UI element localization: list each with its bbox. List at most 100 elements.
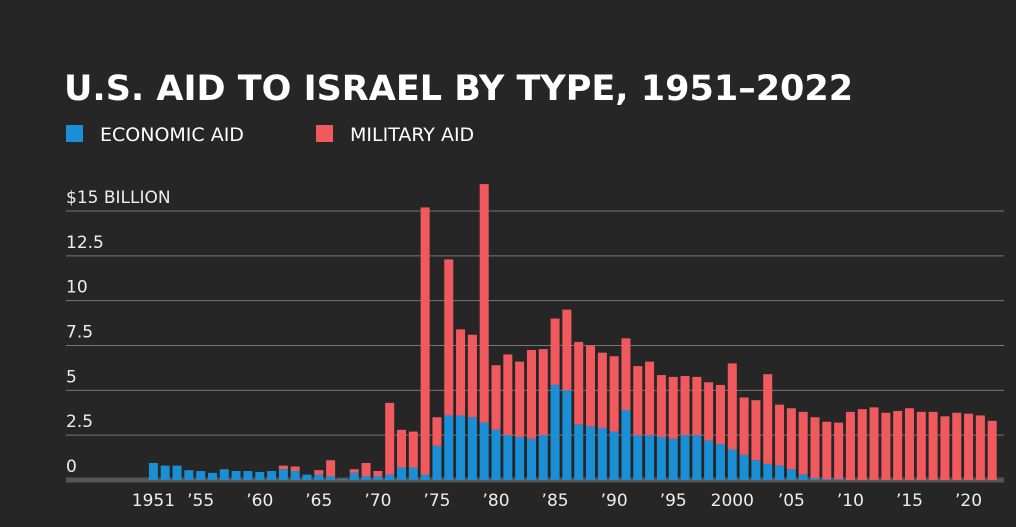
bar-segment: [680, 435, 690, 480]
y-tick-label: 2.5: [66, 412, 93, 432]
bar-segment: [207, 472, 217, 480]
bar-segment: [361, 462, 371, 477]
bar-segment: [444, 415, 454, 480]
bar-segment: [278, 469, 288, 480]
bar-segment: [515, 436, 525, 480]
bar-segment: [160, 465, 170, 480]
bar-segment: [656, 375, 666, 437]
x-tick-label: ’90: [601, 491, 628, 511]
bar-segment: [786, 408, 796, 470]
y-tick-label: 5: [66, 367, 77, 387]
bar-segment: [751, 400, 761, 461]
bar-segment: [302, 474, 312, 480]
bar-segment: [526, 438, 536, 480]
bar-segment: [562, 390, 572, 480]
bar-segment: [337, 479, 347, 480]
bar-segment: [739, 397, 749, 455]
bar-segment: [810, 478, 820, 480]
x-tick-label: ’80: [482, 491, 509, 511]
x-tick-label: ’85: [542, 491, 569, 511]
bar-segment: [692, 435, 702, 480]
bar-segment: [538, 349, 548, 436]
y-tick-label: 10: [66, 278, 88, 298]
y-tick-label: $15 BILLION: [66, 188, 171, 208]
bar-segment: [314, 474, 324, 480]
bar-segment: [326, 460, 336, 477]
bar-segment: [219, 469, 229, 480]
bar-segment: [278, 465, 288, 470]
bar-segment: [940, 416, 950, 480]
bar-segment: [550, 384, 560, 480]
bar-segment: [172, 465, 182, 480]
bar-segment: [597, 352, 607, 428]
bar-segment: [420, 474, 430, 480]
chart-title: U.S. AID TO ISRAEL BY TYPE, 1951–2022: [64, 69, 853, 109]
bar-segment: [397, 429, 407, 468]
bar-segment: [231, 471, 241, 480]
bar-segment: [810, 417, 820, 479]
bar-segment: [904, 408, 914, 480]
bar-segment: [574, 341, 584, 425]
bar-segment: [834, 479, 844, 480]
bar-segment: [267, 471, 277, 480]
bar-segment: [255, 471, 265, 480]
bar-segment: [645, 361, 655, 436]
bar-segment: [349, 469, 359, 473]
bar-segment: [526, 349, 536, 439]
x-tick-label: ’20: [955, 491, 982, 511]
bar-segment: [715, 444, 725, 480]
bar-segment: [893, 410, 903, 480]
x-tick-label: ’60: [246, 491, 273, 511]
bar-segment: [633, 435, 643, 480]
bar-segment: [491, 429, 501, 480]
bar-segment: [456, 329, 466, 416]
bar-segment: [704, 440, 714, 480]
bar-segment: [916, 411, 926, 480]
bar-segment: [609, 356, 619, 432]
bar-segment: [621, 338, 631, 411]
bar-segment: [243, 471, 253, 480]
bar-segment: [775, 404, 785, 466]
bar-segment: [479, 422, 489, 480]
x-tick-label: ’55: [187, 491, 214, 511]
bar-segment: [326, 476, 336, 480]
bar-segment: [432, 445, 442, 480]
bar-segment: [881, 412, 891, 480]
bar-segment: [491, 365, 501, 430]
bar-segment: [668, 438, 678, 480]
x-tick-label: 1951: [132, 491, 175, 511]
bar-segment: [184, 470, 194, 480]
y-tick-label: 0: [66, 457, 77, 477]
bar-segment: [798, 411, 808, 475]
bar-segment: [550, 318, 560, 385]
bar-segment: [503, 354, 513, 436]
bar-segment: [385, 474, 395, 480]
bar-segment: [290, 466, 300, 472]
bar-segment: [952, 412, 962, 480]
legend-label: ECONOMIC AID: [100, 124, 244, 146]
x-tick-label: ’75: [423, 491, 450, 511]
bar-segment: [408, 467, 418, 480]
bar-segment: [645, 435, 655, 480]
bar-segment: [975, 415, 985, 480]
bar-segment: [822, 479, 832, 480]
bar-segment: [692, 376, 702, 436]
legend-swatch: [316, 125, 333, 142]
bar-segment: [834, 422, 844, 480]
bar-segment: [987, 420, 997, 480]
bar-segment: [562, 309, 572, 391]
bar-segment: [798, 474, 808, 480]
bar-segment: [668, 376, 678, 439]
bar-segment: [586, 426, 596, 480]
x-tick-label: ’15: [896, 491, 923, 511]
y-tick-label: 12.5: [66, 233, 104, 253]
x-tick-label: ’05: [778, 491, 805, 511]
bar-segment: [597, 427, 607, 480]
bar-segment: [503, 435, 513, 480]
bar-segment: [385, 402, 395, 475]
legend-label: MILITARY AID: [350, 124, 474, 146]
x-tick-label: ’70: [364, 491, 391, 511]
bar-segment: [373, 471, 383, 477]
bar-segment: [444, 259, 454, 416]
